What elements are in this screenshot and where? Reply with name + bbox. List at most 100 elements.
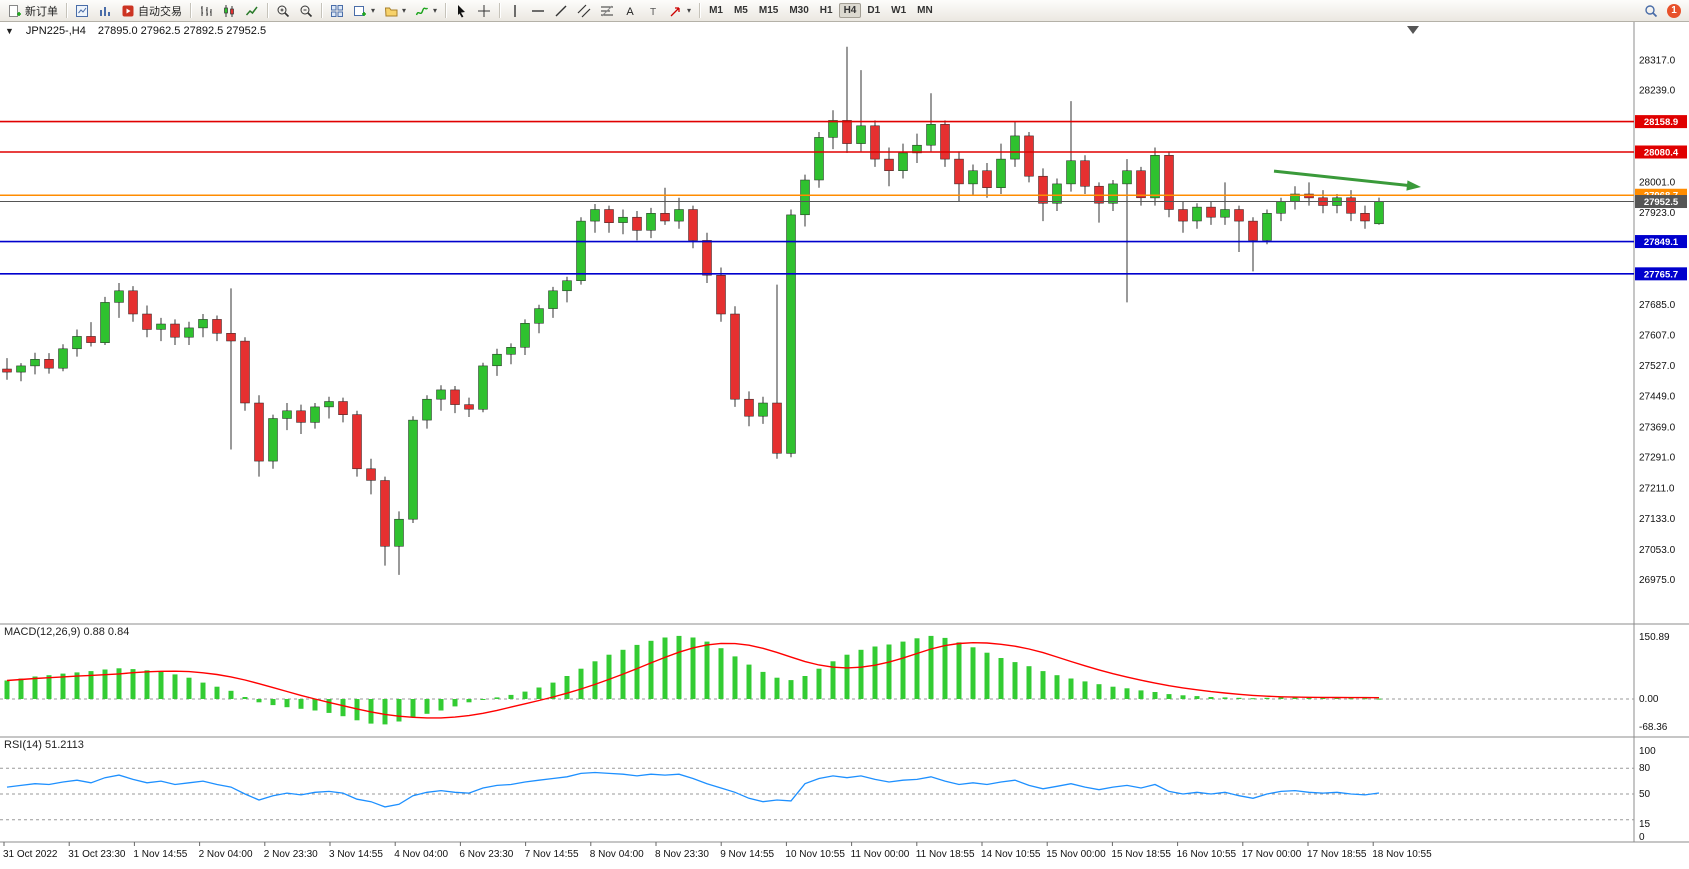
- level-badge-label: 27765.7: [1644, 269, 1678, 280]
- candle-body: [156, 323, 166, 330]
- timeframe-mn[interactable]: MN: [912, 3, 938, 18]
- one-click-trading-icon[interactable]: ▼: [5, 26, 14, 36]
- time-axis-label: 1 Nov 14:55: [133, 849, 187, 860]
- macd-histogram-bar: [186, 677, 192, 699]
- line-chart-icon: [245, 6, 258, 15]
- macd-histogram-bar: [480, 699, 486, 700]
- macd-histogram-bar: [816, 668, 822, 699]
- timeframe-m15[interactable]: M15: [754, 3, 783, 18]
- market-watch-button[interactable]: [94, 2, 116, 20]
- crosshair-button[interactable]: [473, 2, 495, 20]
- candle-body: [688, 209, 698, 241]
- candle-body: [1038, 175, 1048, 204]
- candle-body: [1122, 170, 1132, 185]
- macd-histogram-bar: [830, 661, 836, 699]
- macd-histogram-bar: [1180, 695, 1186, 699]
- price-axis-label: 27133.0: [1639, 514, 1676, 525]
- candle-body: [1360, 213, 1370, 222]
- timeframe-m5[interactable]: M5: [729, 3, 753, 18]
- price-axis-label: 27607.0: [1639, 330, 1676, 341]
- label-icon: T: [650, 7, 656, 18]
- horizontal-line-button[interactable]: [527, 2, 549, 20]
- time-axis-label: 15 Nov 18:55: [1111, 849, 1171, 860]
- candle-body: [1136, 170, 1146, 199]
- macd-signal-line: [6, 641, 1380, 719]
- line-chart-button[interactable]: [241, 2, 263, 20]
- macd-histogram-bar: [116, 668, 122, 700]
- macd-histogram-bar: [914, 638, 920, 699]
- profiles-button[interactable]: ▾: [380, 2, 410, 20]
- label-button[interactable]: T: [642, 2, 664, 20]
- level-badge-label: 27849.1: [1644, 237, 1679, 248]
- new-chart-button[interactable]: ▾: [349, 2, 379, 20]
- rsi-axis-label: 50: [1639, 789, 1651, 800]
- candle-body: [716, 275, 726, 315]
- macd-histogram-bar: [550, 682, 556, 699]
- macd-histogram-bar: [340, 699, 346, 717]
- candle-body: [86, 336, 96, 343]
- price-axis-label: 27053.0: [1639, 545, 1676, 556]
- candle-body: [660, 213, 670, 222]
- macd-histogram-bar: [396, 699, 402, 722]
- timeframe-w1[interactable]: W1: [886, 3, 911, 18]
- macd-histogram-bar: [144, 670, 150, 699]
- macd-histogram-bar: [1096, 684, 1102, 699]
- arrows-button[interactable]: ▾: [665, 2, 695, 20]
- candle-body: [898, 152, 908, 171]
- macd-histogram-bar: [704, 641, 710, 699]
- timeframe-m1[interactable]: M1: [704, 3, 728, 18]
- charts-window-button[interactable]: [71, 2, 93, 20]
- chevron-down-icon: ▾: [433, 6, 438, 15]
- chart-shift-marker[interactable]: [1407, 26, 1419, 34]
- autotrading-button[interactable]: 自动交易: [117, 2, 186, 20]
- channel-button[interactable]: [573, 2, 595, 20]
- macd-histogram-bar: [214, 686, 220, 699]
- timeframe-d1[interactable]: D1: [862, 3, 885, 18]
- macd-histogram-bar: [1166, 694, 1172, 699]
- macd-histogram-bar: [1194, 696, 1200, 699]
- horizontal-line-icon: [532, 9, 545, 12]
- new-order-button[interactable]: 新订单: [4, 2, 62, 20]
- macd-histogram-bar: [886, 644, 892, 699]
- toolbar-separator: [445, 3, 447, 18]
- candle-body: [1066, 160, 1076, 185]
- trend-arrow[interactable]: [1273, 169, 1414, 188]
- search-icon: [1645, 4, 1658, 17]
- candle-body: [492, 353, 502, 367]
- candle-body: [1374, 201, 1384, 225]
- macd-histogram-bar: [872, 646, 878, 699]
- macd-histogram-bar: [1236, 697, 1242, 699]
- macd-histogram-bar: [956, 642, 962, 699]
- zoom-out-button[interactable]: [295, 2, 317, 20]
- candle-body: [1346, 197, 1356, 214]
- time-axis-label: 11 Nov 00:00: [851, 849, 910, 860]
- candles-chart-button[interactable]: [218, 2, 240, 20]
- text-button[interactable]: A: [619, 2, 641, 20]
- chevron-down-icon: ▾: [402, 6, 407, 15]
- macd-histogram-bar: [424, 699, 430, 714]
- fibonacci-button[interactable]: [596, 2, 618, 20]
- timeframe-h1[interactable]: H1: [815, 3, 838, 18]
- notification-badge[interactable]: 1: [1667, 3, 1681, 18]
- time-axis-label: 4 Nov 04:00: [394, 849, 448, 860]
- macd-histogram-bar: [298, 699, 304, 709]
- indicators-button[interactable]: ▾: [411, 2, 441, 20]
- search-button[interactable]: [1640, 2, 1662, 20]
- timeframe-h4[interactable]: H4: [838, 3, 862, 18]
- zoom-in-button[interactable]: [272, 2, 294, 20]
- macd-histogram-bar: [690, 637, 696, 699]
- bars-chart-button[interactable]: [195, 2, 217, 20]
- candle-body: [828, 120, 838, 138]
- macd-histogram-bar: [1124, 688, 1130, 699]
- vertical-line-button[interactable]: [504, 2, 526, 20]
- candle-body: [212, 319, 222, 334]
- macd-histogram-bar: [592, 661, 598, 699]
- macd-histogram-bar: [648, 640, 654, 699]
- tile-windows-button[interactable]: [326, 2, 348, 20]
- time-axis-label: 3 Nov 14:55: [329, 849, 383, 860]
- candle-body: [772, 402, 782, 454]
- timeframe-m30[interactable]: M30: [784, 3, 813, 18]
- chart-canvas[interactable]: 28317.0 28239.0 28001.0 27923.0 27685.0 27607…: [0, 22, 1689, 864]
- trendline-button[interactable]: [550, 2, 572, 20]
- cursor-button[interactable]: [450, 2, 472, 20]
